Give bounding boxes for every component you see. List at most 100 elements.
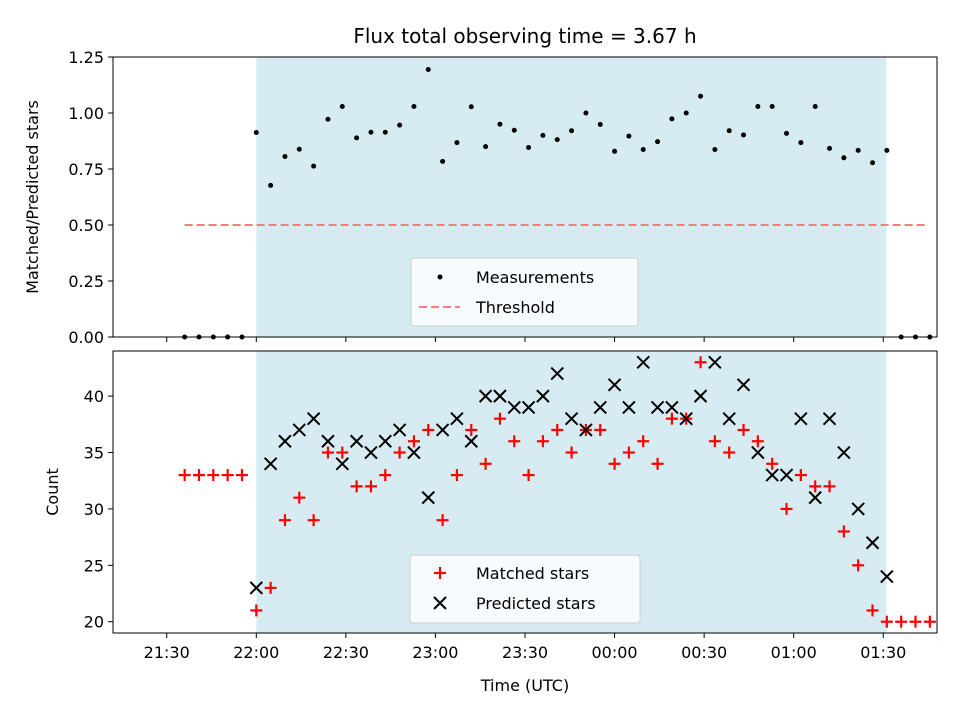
- measurement-point: [454, 140, 460, 146]
- bottom-y-axis-label: Count: [43, 468, 62, 516]
- x-tick-label: 23:00: [412, 643, 458, 662]
- top-y-tick-label: 0.00: [68, 328, 104, 347]
- matched-star-point: [493, 412, 506, 425]
- predicted-star-point: [435, 423, 450, 437]
- matched-star-point: [536, 435, 549, 448]
- predicted-star-point: [249, 581, 264, 595]
- predicted-star-point: [278, 434, 292, 448]
- predicted-star-point: [851, 502, 865, 516]
- measurement-point: [683, 110, 689, 116]
- matched-star-point: [264, 581, 277, 594]
- measurement-point: [612, 148, 618, 154]
- predicted-star-point: [407, 445, 421, 460]
- top-y-tick-label: 1.25: [68, 48, 104, 67]
- predicted-star-point: [478, 389, 493, 403]
- measurement-point: [597, 121, 603, 127]
- measurement-point: [268, 182, 274, 188]
- bottom-y-tick-label: 20: [84, 613, 104, 632]
- measurement-point: [511, 127, 517, 133]
- predicted-star-point: [321, 434, 335, 448]
- predicted-star-point: [464, 434, 478, 448]
- predicted-star-point: [493, 389, 507, 403]
- matched-star-point: [622, 446, 635, 459]
- top-legend: Measurements Threshold: [410, 257, 639, 327]
- measurement-point: [712, 147, 718, 153]
- matched-star-point: [307, 514, 320, 527]
- predicted-star-point: [665, 400, 679, 415]
- top-legend-box: [410, 257, 639, 327]
- measurement-point: [468, 104, 474, 110]
- predicted-star-point: [650, 400, 665, 415]
- measurement-point: [884, 147, 890, 153]
- predicted-star-point: [507, 400, 521, 415]
- x-tick-label: 00:00: [592, 643, 638, 662]
- predicted-star-point: [837, 445, 851, 460]
- measurement-point: [554, 137, 560, 143]
- matched-star-point: [880, 615, 893, 628]
- matched-star-point: [364, 480, 377, 493]
- legend-matched-marker: [434, 567, 446, 579]
- predicted-star-point: [880, 569, 894, 584]
- measurement-point: [698, 93, 704, 99]
- measurement-point: [769, 104, 775, 110]
- matched-star-point: [336, 446, 349, 459]
- measurement-point: [382, 129, 388, 135]
- predicted-star-point: [765, 468, 779, 482]
- matched-star-point: [895, 615, 908, 628]
- predicted-star-point: [808, 490, 822, 505]
- bottom-legend: Matched stars Predicted stars: [409, 554, 641, 624]
- matched-star-point: [508, 435, 521, 448]
- measurement-point: [827, 145, 833, 151]
- bottom-matched-stars: [178, 356, 936, 628]
- matched-star-point: [293, 491, 306, 504]
- predicted-star-point: [550, 366, 564, 381]
- measurement-point: [841, 155, 847, 161]
- matched-star-point: [823, 480, 836, 493]
- x-tick-label: 22:30: [323, 643, 369, 662]
- measurement-point: [339, 104, 345, 110]
- predicted-star-point: [579, 423, 593, 437]
- measurement-point: [726, 128, 732, 134]
- predicted-star-point: [521, 400, 536, 415]
- x-axis-label: Time (UTC): [480, 676, 569, 695]
- predicted-star-point: [335, 457, 349, 471]
- bottom-panel: 20 25 30 35 40 21:30 22:00 22:30 23:00 23:30 00:0…: [43, 350, 938, 695]
- predicted-star-point: [421, 490, 435, 505]
- top-y-tick-label: 0.50: [68, 216, 104, 235]
- matched-star-point: [207, 469, 220, 482]
- predicted-star-point: [865, 536, 880, 550]
- measurement-point: [855, 147, 861, 153]
- matched-star-point: [651, 457, 664, 470]
- matched-star-point: [522, 469, 535, 482]
- matched-star-point: [594, 423, 607, 436]
- measurement-point: [812, 104, 818, 110]
- matched-star-point: [923, 615, 936, 628]
- predicted-star-point: [450, 411, 464, 426]
- matched-star-point: [909, 615, 922, 628]
- predicted-star-point: [722, 411, 736, 426]
- x-tick-label: 00:30: [681, 643, 727, 662]
- matched-star-point: [837, 525, 850, 538]
- measurement-point: [626, 133, 632, 139]
- matched-star-point: [780, 502, 793, 515]
- matched-star-point: [809, 480, 822, 493]
- matched-star-point: [192, 469, 205, 482]
- measurement-point: [425, 67, 431, 73]
- matched-star-point: [321, 446, 334, 459]
- predicted-star-point: [779, 468, 794, 482]
- matched-star-point: [551, 423, 564, 436]
- matched-star-point: [278, 514, 291, 527]
- measurement-point: [669, 116, 675, 122]
- top-panel: Flux total observing time = 3.67 h 0.000…: [23, 24, 938, 347]
- matched-star-point: [737, 423, 750, 436]
- predicted-star-point: [607, 378, 622, 392]
- matched-star-point: [235, 469, 248, 482]
- matched-star-point: [637, 435, 650, 448]
- measurement-point: [655, 139, 661, 145]
- predicted-star-point: [736, 378, 751, 392]
- matched-star-point: [450, 469, 463, 482]
- x-tick-label: 01:00: [771, 643, 817, 662]
- predicted-star-point: [349, 434, 364, 448]
- measurement-point: [411, 104, 417, 110]
